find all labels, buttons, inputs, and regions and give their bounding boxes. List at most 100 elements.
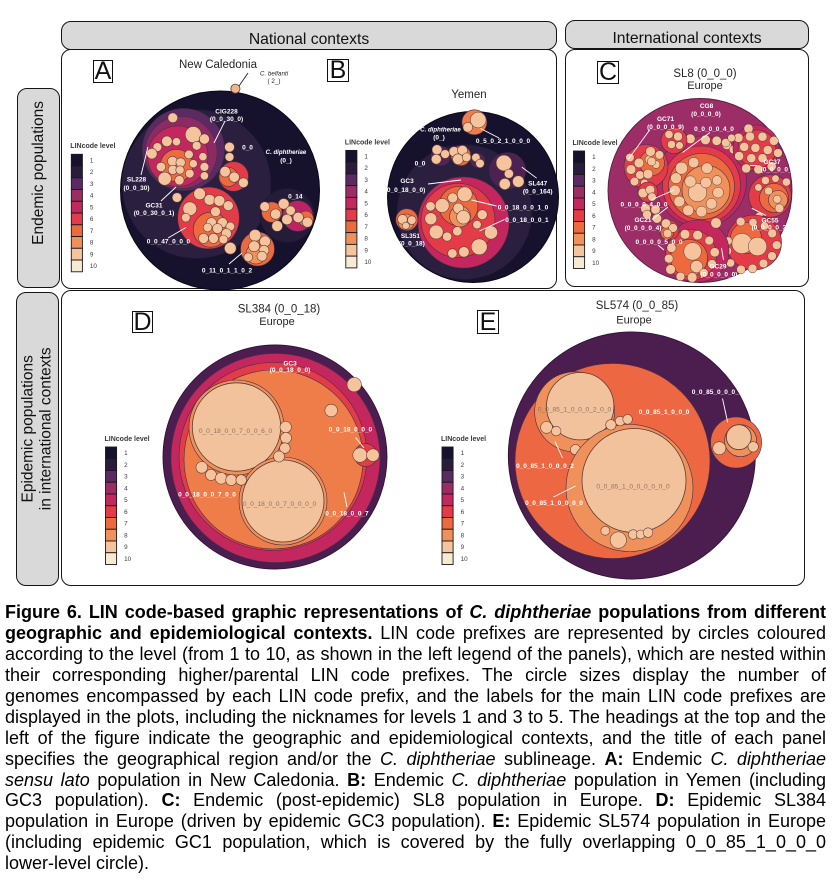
svg-text:GC37: GC37 — [764, 159, 781, 166]
svg-text:GC29: GC29 — [710, 263, 727, 270]
svg-text:7: 7 — [364, 224, 368, 231]
svg-text:4: 4 — [592, 189, 596, 196]
svg-text:8: 8 — [592, 236, 596, 243]
svg-text:9: 9 — [461, 544, 465, 551]
svg-text:(0_0_30): (0_0_30) — [123, 185, 149, 192]
svg-text:(0_0_0_0_0): (0_0_0_0_0) — [701, 271, 738, 278]
svg-text:7: 7 — [90, 228, 94, 235]
svg-text:GC21: GC21 — [635, 217, 652, 224]
svg-text:(0_0_0_0_4): (0_0_0_0_4) — [625, 225, 662, 232]
svg-text:8: 8 — [461, 532, 465, 539]
svg-text:0_0_18_0_0_1_0: 0_0_18_0_0_1_0 — [498, 204, 549, 211]
svg-text:0_0_18_0_0_7_0_0_0_0: 0_0_18_0_0_7_0_0_0_0 — [243, 501, 317, 508]
svg-text:0_0_85_1_0_0_0_0_0_0: 0_0_85_1_0_0_0_0_0_0 — [596, 483, 670, 490]
svg-text:0_0_85_1_0_0_0_2_0_0: 0_0_85_1_0_0_0_2_0_0 — [538, 406, 612, 413]
svg-text:5: 5 — [364, 201, 368, 208]
svg-text:(0_0_0_0): (0_0_0_0) — [691, 111, 721, 118]
svg-text:4: 4 — [124, 485, 128, 492]
svg-text:5: 5 — [124, 497, 128, 504]
svg-text:3: 3 — [90, 181, 94, 188]
svg-text:0_0_85_1_0_0_0: 0_0_85_1_0_0_0 — [639, 409, 690, 416]
svg-text:Europe: Europe — [259, 316, 294, 328]
svg-text:GC55: GC55 — [762, 217, 779, 224]
svg-text:0_0: 0_0 — [415, 160, 426, 167]
svg-text:3: 3 — [364, 177, 368, 184]
svg-text:2: 2 — [90, 169, 94, 176]
svg-text:6: 6 — [461, 509, 465, 516]
svg-text:0_0_85_0_0_0_0: 0_0_85_0_0_0_0 — [692, 389, 743, 396]
svg-text:2: 2 — [592, 166, 596, 173]
svg-text:CG8: CG8 — [700, 103, 714, 110]
svg-text:CIG228: CIG228 — [215, 108, 238, 115]
svg-text:6: 6 — [124, 509, 128, 516]
svg-text:(0_0_18_0_0): (0_0_18_0_0) — [270, 367, 310, 374]
svg-text:Europe: Europe — [687, 80, 722, 92]
svg-text:1: 1 — [364, 154, 368, 161]
svg-text:5: 5 — [90, 204, 94, 211]
svg-text:(0_0_0_0_3): (0_0_0_0_3) — [752, 225, 789, 232]
svg-text:LINcode level: LINcode level — [105, 436, 150, 443]
svg-text:6: 6 — [592, 213, 596, 220]
svg-text:1: 1 — [90, 157, 94, 164]
svg-text:8: 8 — [90, 240, 94, 247]
svg-text:7: 7 — [592, 225, 596, 232]
svg-text:LINcode level: LINcode level — [70, 143, 115, 150]
svg-text:GC3: GC3 — [283, 360, 297, 367]
svg-text:9: 9 — [364, 248, 368, 255]
svg-text:1: 1 — [592, 154, 596, 161]
svg-text:3: 3 — [461, 474, 465, 481]
svg-text:(0_0_0_0_2): (0_0_0_0_2) — [761, 166, 798, 173]
svg-text:LINcode level: LINcode level — [441, 436, 486, 443]
svg-text:0_0_18_0_0_7_0_0_6_0: 0_0_18_0_0_7_0_0_6_0 — [199, 428, 273, 435]
svg-text:2: 2 — [364, 165, 368, 172]
svg-text:1: 1 — [461, 450, 465, 457]
svg-text:GC71: GC71 — [657, 116, 674, 123]
svg-text:10: 10 — [461, 556, 469, 563]
svg-text:10: 10 — [124, 556, 132, 563]
svg-text:8: 8 — [124, 532, 128, 539]
svg-text:GC31: GC31 — [146, 202, 163, 209]
svg-text:SL574 (0_0_85): SL574 (0_0_85) — [596, 300, 679, 312]
svg-text:3: 3 — [124, 474, 128, 481]
svg-text:10: 10 — [364, 259, 372, 266]
svg-text:0_0_18_0_0_0: 0_0_18_0_0_0 — [329, 426, 373, 433]
svg-text:0_0_18_0_0_1: 0_0_18_0_0_1 — [505, 217, 549, 224]
svg-text:0_0_18_0_0_7: 0_0_18_0_0_7 — [325, 510, 369, 517]
svg-text:0_0_0_0_4_0_0: 0_0_0_0_4_0_0 — [621, 201, 668, 208]
svg-text:SL8 (0_0_0): SL8 (0_0_0) — [673, 68, 736, 80]
svg-text:8: 8 — [364, 236, 368, 243]
svg-text:C. belfanti: C. belfanti — [260, 71, 289, 78]
svg-text:(0_): (0_) — [433, 134, 445, 141]
svg-text:9: 9 — [124, 544, 128, 551]
svg-text:6: 6 — [90, 216, 94, 223]
svg-text:(0_0_164): (0_0_164) — [523, 189, 553, 196]
svg-text:4: 4 — [90, 193, 94, 200]
svg-text:7: 7 — [461, 521, 465, 528]
svg-text:SL351: SL351 — [401, 233, 421, 240]
svg-text:(0_0_18): (0_0_18) — [399, 240, 425, 247]
svg-text:9: 9 — [90, 251, 94, 258]
svg-text:0_0: 0_0 — [242, 145, 253, 152]
svg-text:LINcode level: LINcode level — [573, 140, 618, 147]
svg-text:10: 10 — [90, 263, 98, 270]
svg-text:C. diphtheriae: C. diphtheriae — [420, 127, 461, 134]
svg-text:5: 5 — [461, 497, 465, 504]
svg-text:7: 7 — [124, 521, 128, 528]
svg-text:3: 3 — [592, 178, 596, 185]
svg-text:(0_): (0_) — [280, 157, 292, 164]
svg-text:9: 9 — [592, 248, 596, 255]
svg-text:SL447: SL447 — [528, 181, 548, 188]
svg-text:0_0_85_1_0_0_0_2: 0_0_85_1_0_0_0_2 — [516, 463, 574, 470]
svg-text:2: 2 — [124, 462, 128, 469]
svg-text:10: 10 — [592, 260, 600, 267]
svg-text:(0_0_30_0): (0_0_30_0) — [210, 116, 243, 123]
svg-text:2: 2 — [461, 462, 465, 469]
svg-text:0_0_0_0_5_0_0: 0_0_0_0_5_0_0 — [636, 239, 683, 246]
svg-text:6: 6 — [364, 212, 368, 219]
svg-text:(0_0_30_0_1): (0_0_30_0_1) — [134, 210, 174, 217]
svg-text:0_14: 0_14 — [288, 193, 303, 200]
svg-text:0_11_0_1_1_0_2: 0_11_0_1_1_0_2 — [202, 267, 253, 274]
svg-text:0_0_47_0_0_0: 0_0_47_0_0_0 — [147, 238, 191, 245]
svg-text:LINcode level: LINcode level — [345, 139, 390, 146]
svg-text:1: 1 — [124, 450, 128, 457]
